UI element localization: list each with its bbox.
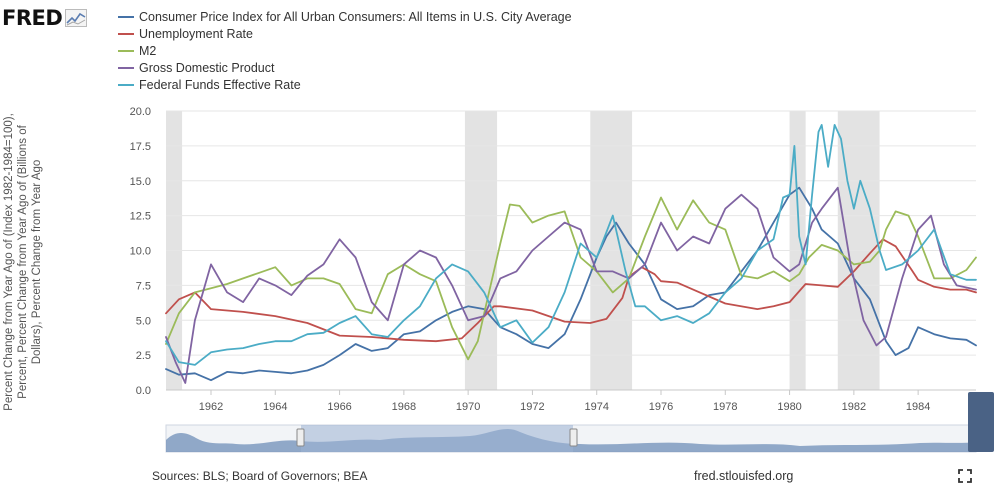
legend-label-m2: M2: [139, 43, 157, 58]
x-tick-label: 1984: [906, 401, 930, 413]
series-line-fedfunds[interactable]: [165, 124, 977, 366]
x-tick-label: 1972: [520, 401, 544, 413]
legend-swatch-fedfunds: [118, 83, 134, 86]
legend-label-gdp: Gross Domestic Product: [139, 60, 275, 75]
range-navigator[interactable]: [165, 424, 977, 453]
fred-site-link[interactable]: fred.stlouisfed.org: [694, 469, 794, 483]
y-tick-label: 15.0: [130, 176, 151, 188]
x-tick-label: 1966: [327, 401, 351, 413]
legend-swatch-cpi: [118, 16, 134, 19]
y-tick-label: 5.0: [136, 315, 151, 327]
y-tick-label: 17.5: [130, 141, 151, 153]
fred-logo[interactable]: FRED: [2, 6, 88, 30]
x-tick-label: 1964: [263, 401, 287, 413]
legend-item-unemployment[interactable]: Unemployment Rate: [118, 26, 572, 43]
x-tick-label: 1962: [199, 401, 223, 413]
navigator-selection[interactable]: [301, 425, 573, 452]
x-tick-label: 1978: [713, 401, 737, 413]
legend-label-unemployment: Unemployment Rate: [139, 27, 253, 42]
navigator-right-handle[interactable]: [569, 428, 578, 447]
legend-swatch-m2: [118, 49, 134, 52]
fullscreen-icon[interactable]: [958, 469, 972, 483]
x-tick-label: 1982: [842, 401, 866, 413]
legend-item-fedfunds[interactable]: Federal Funds Effective Rate: [118, 76, 572, 93]
legend-item-m2[interactable]: M2: [118, 43, 572, 60]
legend-item-gdp[interactable]: Gross Domestic Product: [118, 59, 572, 76]
y-tick-label: 20.0: [130, 106, 151, 118]
series-line-gdp[interactable]: [165, 186, 977, 384]
y-tick-label: 12.5: [130, 211, 151, 223]
chart-legend: Consumer Price Index for All Urban Consu…: [118, 9, 572, 93]
legend-swatch-unemployment: [118, 33, 134, 36]
fred-logo-text: FRED: [2, 6, 63, 30]
legend-label-cpi: Consumer Price Index for All Urban Consu…: [139, 10, 572, 25]
x-tick-label: 1974: [584, 401, 608, 413]
navigator-left-handle[interactable]: [296, 428, 305, 447]
legend-label-fedfunds: Federal Funds Effective Rate: [139, 77, 301, 92]
legend-swatch-gdp: [118, 66, 134, 69]
x-tick-label: 1968: [392, 401, 416, 413]
x-tick-label: 1970: [456, 401, 480, 413]
y-tick-label: 0.0: [136, 385, 151, 397]
y-tick-label: 7.5: [136, 280, 151, 292]
legend-item-cpi[interactable]: Consumer Price Index for All Urban Consu…: [118, 9, 572, 26]
right-scroll-handle[interactable]: [968, 392, 994, 452]
x-tick-label: 1976: [649, 401, 673, 413]
y-tick-label: 2.5: [136, 350, 151, 362]
x-tick-label: 1980: [777, 401, 801, 413]
series-line-m2[interactable]: [165, 196, 977, 361]
fred-graph-icon: [65, 9, 88, 27]
y-tick-label: 10.0: [130, 246, 151, 258]
sources-text: Sources: BLS; Board of Governors; BEA: [152, 469, 368, 483]
